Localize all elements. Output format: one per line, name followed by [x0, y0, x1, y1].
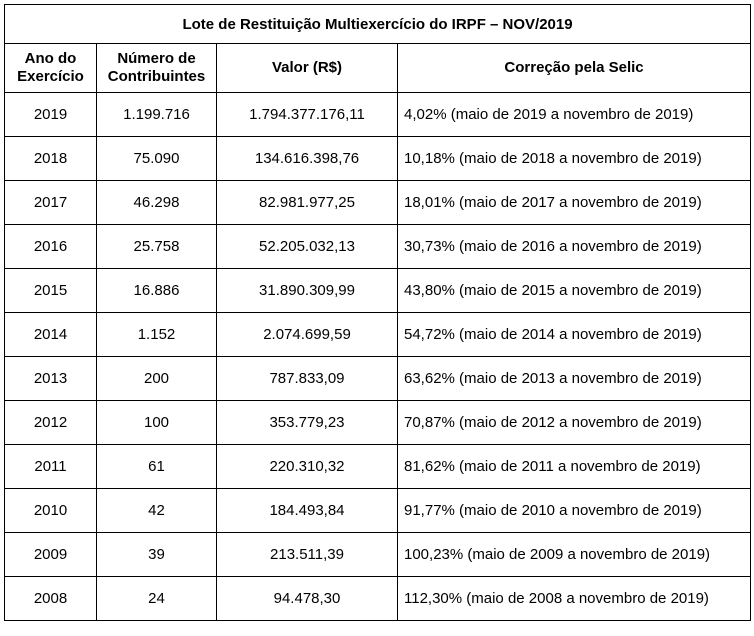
table-cell: 2012	[4, 400, 97, 445]
table-title: Lote de Restituição Multiexercício do IR…	[3, 4, 752, 44]
table-cell: 10,18% (maio de 2018 a novembro de 2019)	[396, 136, 752, 181]
table-row: 2019 1.199.716 1.794.377.176,11 4,02% (maio…	[4, 92, 752, 137]
table-row: 2008 24 94.478,30 112,30% (maio de 2008 a n…	[4, 576, 752, 621]
table-cell: 18,01% (maio de 2017 a novembro de 2019)	[396, 180, 752, 225]
table-cell: 31.890.309,99	[216, 268, 398, 313]
table-cell: 2011	[4, 444, 97, 489]
table-cell: 81,62% (maio de 2011 a novembro de 2019)	[396, 444, 752, 489]
table-cell: 2010	[4, 488, 97, 533]
table-cell: 112,30% (maio de 2008 a novembro de 2019…	[396, 576, 752, 621]
table-cell: 2.074.699,59	[216, 312, 398, 357]
column-header: Número de Contribuintes	[96, 43, 217, 93]
table-row: 2018 75.090 134.616.398,76 10,18% (maio de …	[4, 136, 752, 181]
table-row: 2012 100 353.779,23 70,87% (maio de 2012 a …	[4, 400, 752, 445]
table-cell: 63,62% (maio de 2013 a novembro de 2019)	[396, 356, 752, 401]
table-cell: 52.205.032,13	[216, 224, 398, 269]
table-row: 2016 25.758 52.205.032,13 30,73% (maio de 2…	[4, 224, 752, 269]
table-cell: 213.511,39	[216, 532, 398, 577]
table-cell: 200	[96, 356, 217, 401]
table-cell: 70,87% (maio de 2012 a novembro de 2019)	[396, 400, 752, 445]
table-cell: 100,23% (maio de 2009 a novembro de 2019…	[396, 532, 752, 577]
table-cell: 91,77% (maio de 2010 a novembro de 2019)	[396, 488, 752, 533]
table-cell: 25.758	[96, 224, 217, 269]
table-row: 2011 61 220.310,32 81,62% (maio de 2011 a n…	[4, 444, 752, 489]
column-header: Ano do Exercício	[4, 43, 97, 93]
table-cell: 2009	[4, 532, 97, 577]
table-row: 2017 46.298 82.981.977,25 18,01% (maio de 2…	[4, 180, 752, 225]
table-cell: 16.886	[96, 268, 217, 313]
table-cell: 220.310,32	[216, 444, 398, 489]
table-cell: 2016	[4, 224, 97, 269]
refund-table: Lote de Restituição Multiexercício do IR…	[3, 4, 752, 621]
table-cell: 2015	[4, 268, 97, 313]
table-cell: 75.090	[96, 136, 217, 181]
table-cell: 2014	[4, 312, 97, 357]
table-row: 2013 200 787.833,09 63,62% (maio de 2013 a …	[4, 356, 752, 401]
table-cell: 54,72% (maio de 2014 a novembro de 2019)	[396, 312, 752, 357]
table-cell: 2019	[4, 92, 97, 137]
table-cell: 353.779,23	[216, 400, 398, 445]
table-cell: 24	[96, 576, 217, 621]
table-cell: 61	[96, 444, 217, 489]
column-header: Correção pela Selic	[396, 43, 752, 93]
table-cell: 30,73% (maio de 2016 a novembro de 2019)	[396, 224, 752, 269]
table-cell: 43,80% (maio de 2015 a novembro de 2019)	[396, 268, 752, 313]
table-cell: 2018	[4, 136, 97, 181]
table-row: 2014 1.152 2.074.699,59 54,72% (maio de 201…	[4, 312, 752, 357]
table-cell: 2013	[4, 356, 97, 401]
table-cell: 1.199.716	[96, 92, 217, 137]
table-cell: 39	[96, 532, 217, 577]
column-header: Valor (R$)	[216, 43, 398, 93]
table-cell: 4,02% (maio de 2019 a novembro de 2019)	[396, 92, 752, 137]
table-cell: 134.616.398,76	[216, 136, 398, 181]
table-cell: 94.478,30	[216, 576, 398, 621]
table-cell: 1.794.377.176,11	[216, 92, 398, 137]
table-row: 2015 16.886 31.890.309,99 43,80% (maio de 2…	[4, 268, 752, 313]
table-cell: 1.152	[96, 312, 217, 357]
table-cell: 2017	[4, 180, 97, 225]
table-cell: 42	[96, 488, 217, 533]
table-cell: 82.981.977,25	[216, 180, 398, 225]
table-cell: 184.493,84	[216, 488, 398, 533]
table-cell: 46.298	[96, 180, 217, 225]
table-cell: 787.833,09	[216, 356, 398, 401]
table-row: 2009 39 213.511,39 100,23% (maio de 2009 a …	[4, 532, 752, 577]
table-row: 2010 42 184.493,84 91,77% (maio de 2010 a n…	[4, 488, 752, 533]
table-cell: 2008	[4, 576, 97, 621]
table-cell: 100	[96, 400, 217, 445]
